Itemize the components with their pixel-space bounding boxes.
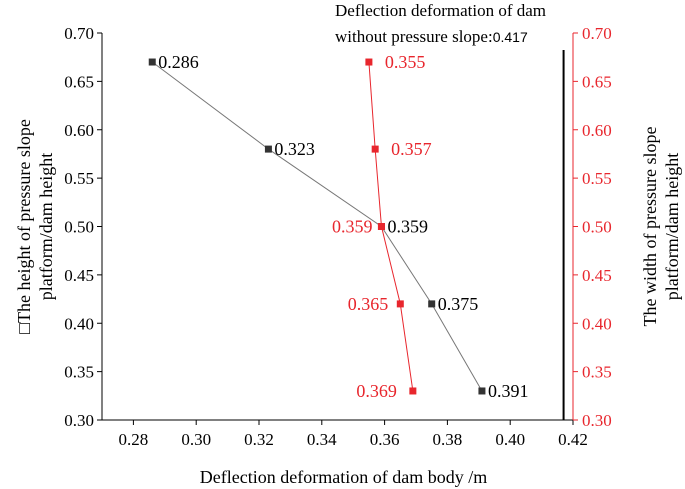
y-tick-label-left: 0.30 [64,411,94,430]
y-tick-label-left: 0.65 [64,72,94,91]
axes: 0.28 0.30 0.32 0.34 0.36 0.38 0.40 0.420.30 0.30… [64,24,612,449]
data-label-width: 0.359 [332,217,373,237]
marker-height [478,387,486,395]
marker-width [377,223,385,230]
data-label-width: 0.365 [348,294,389,314]
y-axis-label-left: □The height of pressure slope platform/da… [14,119,56,334]
y-axis-label-left-line: □The height of pressure slope [14,119,34,334]
data-label-height: 0.286 [158,52,199,72]
y-tick-label-left: 0.40 [64,314,94,333]
y-tick-label-right: 0.70 [582,24,612,43]
series-line-height [151,61,483,392]
annotation-value: 0.417 [493,29,528,45]
y-axis-label-right-line: platform/dam height [662,153,682,300]
x-tick-label: 0.38 [433,430,463,449]
x-tick-label: 0.32 [244,430,274,449]
y-tick-label-left: 0.60 [64,121,94,140]
marker-width [371,145,379,153]
y-tick-label-right: 0.30 [582,411,612,430]
y-tick-label-left: 0.50 [64,218,94,237]
marker-height [264,145,272,153]
marker-width [409,387,417,395]
data-label-height: 0.359 [387,217,428,237]
data-label-height: 0.375 [438,294,479,314]
y-tick-label-right: 0.60 [582,121,612,140]
data-label-width: 0.369 [356,381,397,401]
y-tick-label-right: 0.50 [582,218,612,237]
y-tick-label-right: 0.40 [582,314,612,333]
data-label-height: 0.391 [488,381,529,401]
y-tick-label-left: 0.35 [64,363,94,382]
y-tick-label-right: 0.65 [582,72,612,91]
annotation-separator: : [488,27,493,46]
data-label-width: 0.355 [385,52,426,72]
x-axis-label: Deflection deformation of dam body /m [200,467,487,487]
y-tick-label-right: 0.45 [582,266,612,285]
annotation-text: without pressure slope [335,27,488,46]
data-label-width: 0.357 [391,139,432,159]
marker-height [428,300,436,308]
marker-width [396,300,404,308]
y-axis-label-left-line: platform/dam height [36,153,56,300]
data-label-height: 0.323 [274,139,315,159]
x-tick-label: 0.34 [307,430,337,449]
y-tick-label-right: 0.35 [582,363,612,382]
labels-group: 0.286 0.323 0.359 0.375 0.391 0.355 0.357 0.359… [14,1,682,487]
y-tick-label-left: 0.45 [64,266,94,285]
x-tick-label: 0.36 [370,430,400,449]
marker-width [365,58,373,66]
x-tick-label: 0.40 [495,430,525,449]
y-tick-label-right: 0.55 [582,169,612,188]
y-axis-label-right-line: The width of pressure slope [640,127,660,327]
annotation-line-1: Deflection deformation of dam [335,1,546,20]
y-axis-label-right: The width of pressure slope platform/dam … [640,127,682,327]
x-tick-label: 0.28 [119,430,149,449]
series-group [148,58,486,395]
y-tick-label-left: 0.55 [64,169,94,188]
x-tick-label: 0.30 [181,430,211,449]
y-tick-label-left: 0.70 [64,24,94,43]
x-tick-label: 0.42 [558,430,588,449]
annotation-line-2: without pressure slope:0.417 [335,27,528,46]
marker-height [148,58,156,66]
